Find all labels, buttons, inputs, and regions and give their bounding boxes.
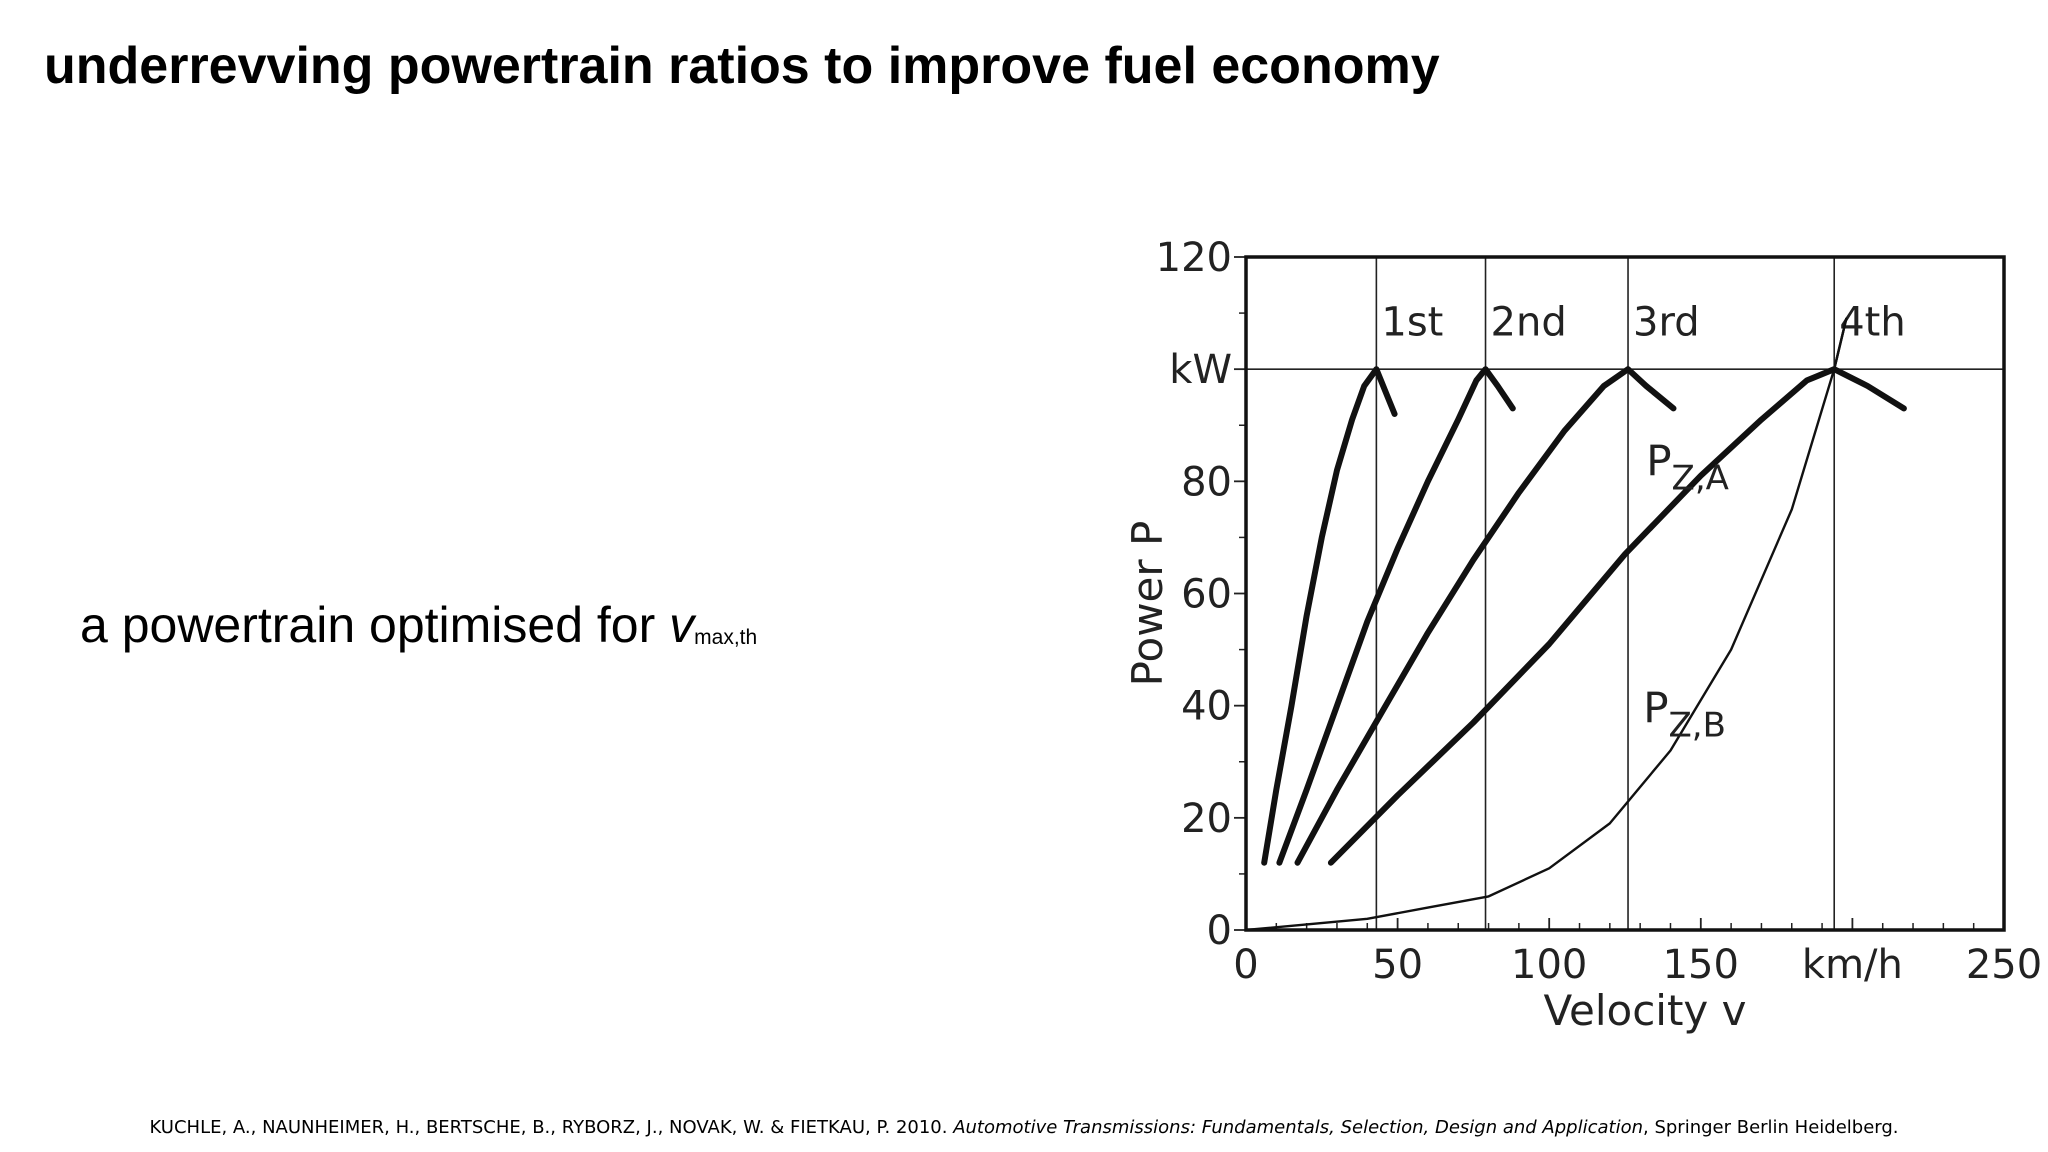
gear-curve-4th xyxy=(1327,366,1907,866)
slide-title: underrevving powertrain ratios to improv… xyxy=(44,37,1440,95)
resistance-label-z-b: PZ,B xyxy=(1643,683,1726,745)
x-tick-label: 50 xyxy=(1372,942,1423,988)
gear-label-3rd: 3rd xyxy=(1633,300,1700,346)
power-velocity-chart: 1st 2nd 3rd 4th 0 50 100 150 km/h 250 0 20 40 60 80 kW 1… xyxy=(1100,225,2048,1075)
gear-curve-2nd xyxy=(1276,366,1516,866)
y-tick-label: kW xyxy=(1169,347,1232,393)
gear-label-4th: 4th xyxy=(1839,300,1905,346)
x-tick-label: 0 xyxy=(1233,942,1258,988)
y-tick-label: 60 xyxy=(1181,572,1232,618)
gear-label-2nd: 2nd xyxy=(1491,300,1567,346)
x-tick-label: 100 xyxy=(1511,942,1587,988)
x-tick-label: 150 xyxy=(1663,942,1739,988)
bullet-label: a powertrain optimised for xyxy=(80,597,670,653)
reference-publisher: , Springer Berlin Heidelberg. xyxy=(1643,1117,1899,1138)
reference-authors: KUCHLE, A., NAUNHEIMER, H., BERTSCHE, B.… xyxy=(149,1117,954,1138)
bullet-text: a powertrain optimised for vmax,th xyxy=(80,596,757,654)
plot-frame xyxy=(1244,255,2006,932)
y-tick-label: 20 xyxy=(1181,796,1232,842)
y-tick-label: 40 xyxy=(1181,684,1232,730)
x-axis-label: Velocity v xyxy=(1544,986,1747,1035)
gear-label-1st: 1st xyxy=(1381,300,1443,346)
y-tick-label: 120 xyxy=(1156,235,1232,281)
resistance-curve-z-b xyxy=(1244,317,1848,932)
y-tick-label: 0 xyxy=(1207,908,1232,954)
chart-svg: 1st 2nd 3rd 4th 0 50 100 150 km/h 250 0 20 40 60 80 kW 1… xyxy=(1123,235,2042,1035)
reference-citation: KUCHLE, A., NAUNHEIMER, H., BERTSCHE, B.… xyxy=(0,1117,2048,1138)
x-tick-label: km/h xyxy=(1802,942,1903,988)
gear-curve-3rd xyxy=(1294,366,1677,866)
y-tick-label: 80 xyxy=(1181,459,1232,505)
reference-book-title: Automotive Transmissions: Fundamentals, … xyxy=(953,1117,1643,1138)
velocity-subscript: max,th xyxy=(694,626,758,649)
y-axis-label: Power P xyxy=(1123,521,1172,687)
velocity-symbol: v xyxy=(669,597,695,653)
gear-curve-1st xyxy=(1261,366,1398,866)
resistance-label-z-a: PZ,A xyxy=(1646,437,1729,499)
x-tick-label: 250 xyxy=(1966,942,2042,988)
